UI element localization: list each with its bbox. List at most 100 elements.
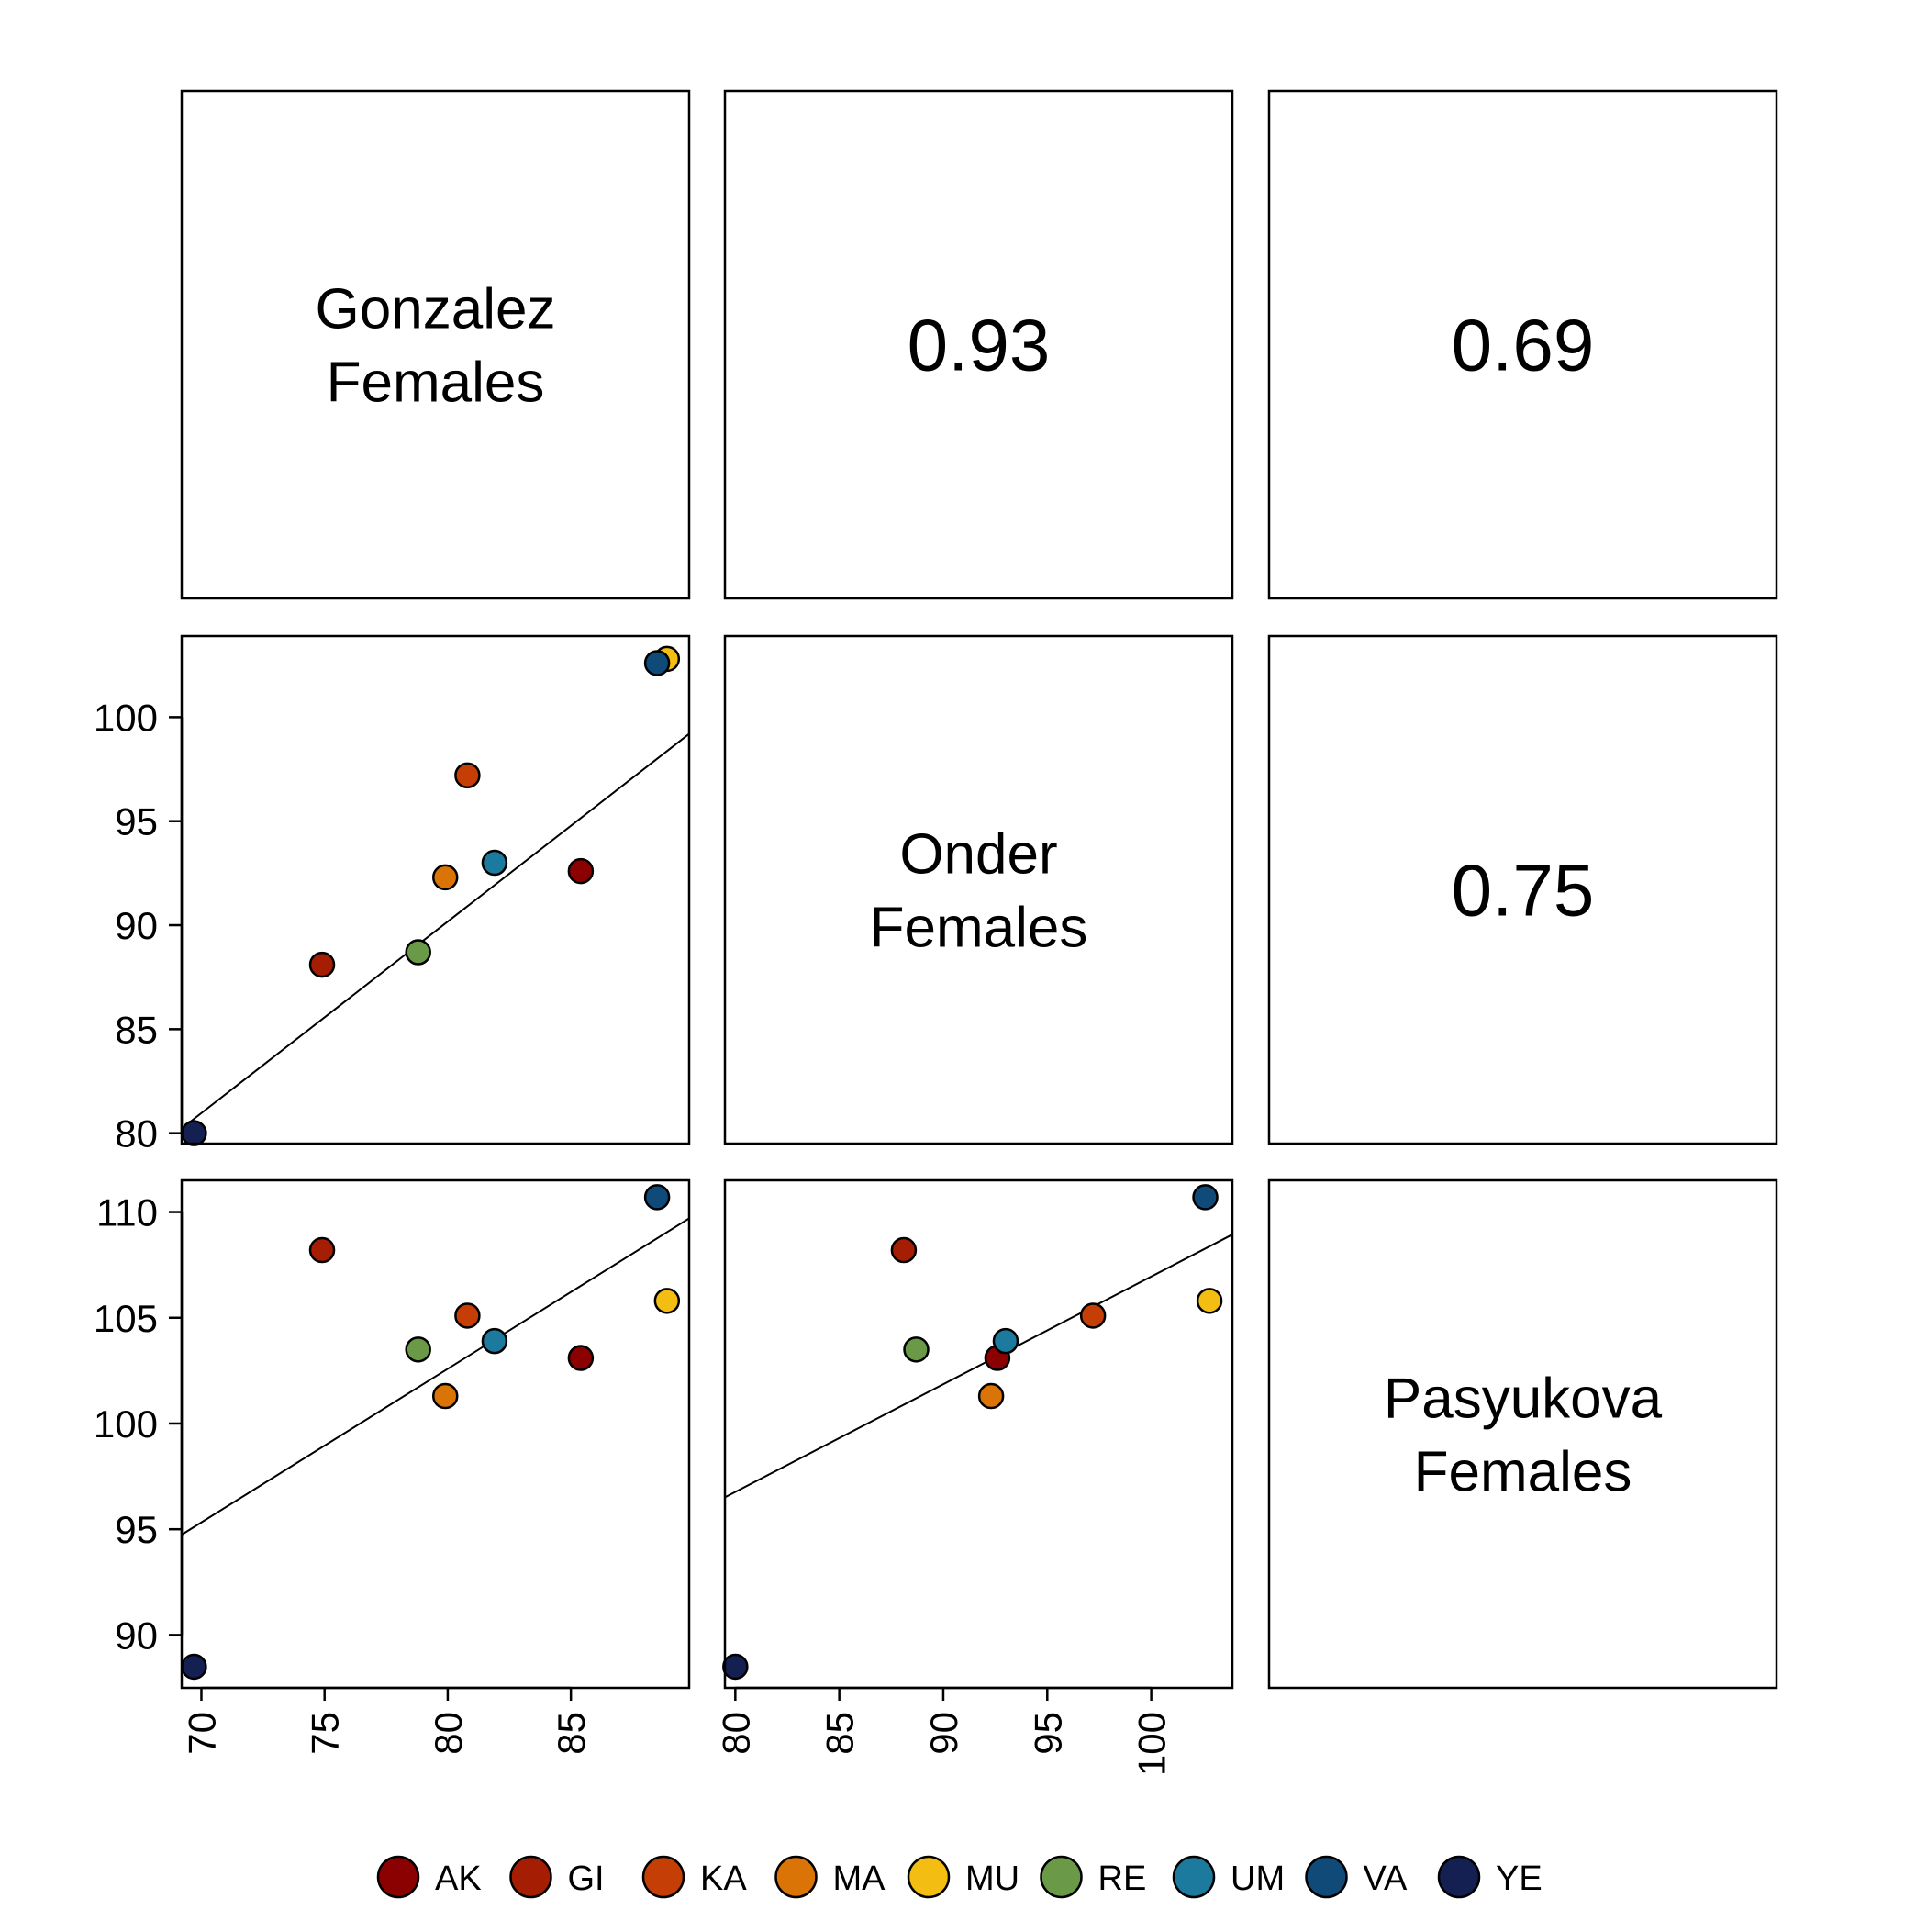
data-point-GI — [308, 1236, 336, 1264]
panel-frame — [723, 634, 1234, 1145]
legend-item-AK: AK — [376, 1855, 482, 1899]
legend-item-VA: VA — [1305, 1855, 1409, 1899]
legend-swatch — [907, 1855, 951, 1899]
panel-r1-c1: Onder Females — [723, 634, 1234, 1145]
legend-swatch — [641, 1855, 685, 1899]
fit-line — [725, 1234, 1232, 1499]
y-tick-label: 95 — [115, 1508, 158, 1551]
diagonal-label-pasyukova: Females — [1414, 1441, 1632, 1504]
data-point-RE — [903, 1336, 930, 1363]
panel-r0-c1: 0.93 — [723, 89, 1234, 600]
data-point-UM — [992, 1327, 1019, 1355]
panel-grid: Gonzalez Females 0.93 0.69 Onder Females 0.75 P… — [180, 89, 1778, 1690]
data-point-YE — [722, 1653, 749, 1681]
legend-item-UM: UM — [1172, 1855, 1285, 1899]
panel-frame — [1267, 634, 1778, 1145]
legend-label: KA — [700, 1859, 747, 1898]
data-point-UM — [481, 849, 508, 877]
data-point-AK — [567, 1345, 595, 1371]
diagonal-label-pasyukova: Pasyukova — [1384, 1368, 1663, 1431]
data-point-GI — [308, 951, 336, 978]
y-axis-pasyukova: 90 95 100 105 110 — [94, 1191, 184, 1657]
data-point-KA — [454, 1302, 481, 1329]
diagonal-label-onder: Onder — [899, 823, 1057, 887]
y-tick-label: 80 — [115, 1112, 158, 1156]
x-tick-label: 100 — [1131, 1712, 1174, 1776]
data-point-MA — [431, 864, 459, 891]
panel-frame — [180, 634, 691, 1145]
panel-r2-c0 — [180, 1178, 691, 1690]
legend: AK GI KA MA MU RE UM VA YE — [376, 1855, 1543, 1899]
x-tick-label: 85 — [550, 1712, 593, 1755]
diagonal-label-onder: Females — [870, 897, 1088, 960]
panel-r1-c2: 0.75 — [1267, 634, 1778, 1145]
fit-line — [182, 1217, 689, 1536]
data-point-UM — [481, 1327, 508, 1355]
legend-label: MA — [833, 1859, 886, 1898]
data-point-YE — [181, 1653, 207, 1681]
x-tick-label: 95 — [1026, 1712, 1069, 1755]
legend-swatch — [774, 1855, 818, 1899]
data-point-RE — [405, 939, 431, 966]
correlation-value: 0.69 — [1452, 305, 1595, 386]
legend-item-RE: RE — [1040, 1855, 1147, 1899]
legend-item-GI: GI — [509, 1855, 605, 1899]
legend-swatch — [376, 1855, 420, 1899]
data-point-VA — [1192, 1184, 1219, 1211]
x-tick-label: 80 — [714, 1712, 757, 1755]
fit-line — [182, 732, 689, 1130]
panel-r1-c0 — [180, 634, 691, 1146]
panel-r0-c0: Gonzalez Females — [180, 89, 691, 600]
legend-label: RE — [1098, 1859, 1147, 1898]
panel-frame — [1267, 1178, 1778, 1690]
diagonal-label-gonzalez: Females — [327, 352, 545, 415]
panel-frame — [723, 1178, 1234, 1690]
panel-frame — [180, 1178, 691, 1690]
axes-layer: 80 85 90 95 100 90 95 100 105 110 70 75 80 85 80 85 90 95… — [94, 696, 1174, 1776]
data-point-KA — [1079, 1302, 1107, 1329]
legend-label: GI — [568, 1859, 605, 1898]
legend-label: UM — [1231, 1859, 1285, 1898]
data-point-KA — [454, 762, 481, 789]
y-tick-label: 110 — [96, 1191, 158, 1234]
legend-item-MU: MU — [907, 1855, 1019, 1899]
data-point-YE — [181, 1120, 207, 1146]
x-tick-label: 85 — [819, 1712, 862, 1755]
legend-item-YE: YE — [1437, 1855, 1543, 1899]
y-tick-label: 90 — [115, 904, 158, 947]
panel-frame — [180, 89, 691, 600]
data-point-MA — [977, 1382, 1005, 1410]
correlation-value: 0.93 — [908, 305, 1051, 386]
legend-label: VA — [1364, 1859, 1409, 1898]
diagonal-label-gonzalez: Gonzalez — [316, 278, 556, 341]
y-tick-label: 105 — [94, 1297, 158, 1340]
data-point-VA — [643, 650, 671, 676]
y-tick-label: 90 — [115, 1614, 158, 1657]
panel-r2-c2: Pasyukova Females — [1267, 1178, 1778, 1690]
data-point-MU — [653, 1288, 681, 1314]
legend-swatch — [1172, 1855, 1216, 1899]
x-tick-label: 70 — [180, 1712, 223, 1755]
legend-swatch — [1040, 1855, 1083, 1899]
y-axis-onder: 80 85 90 95 100 — [94, 696, 184, 1156]
y-tick-label: 100 — [94, 696, 158, 739]
legend-label: AK — [435, 1859, 482, 1898]
x-tick-label: 75 — [304, 1712, 347, 1755]
y-tick-label: 100 — [94, 1402, 158, 1446]
correlation-value: 0.75 — [1452, 850, 1595, 932]
data-point-MU — [1196, 1288, 1223, 1314]
data-point-VA — [643, 1184, 671, 1211]
data-point-RE — [405, 1336, 431, 1363]
legend-swatch — [1437, 1855, 1481, 1899]
legend-label: MU — [965, 1859, 1019, 1898]
legend-swatch — [509, 1855, 552, 1899]
y-tick-label: 95 — [115, 800, 158, 843]
x-tick-label: 90 — [922, 1712, 965, 1755]
legend-swatch — [1305, 1855, 1348, 1899]
data-point-GI — [890, 1236, 918, 1264]
panel-frame — [1267, 89, 1778, 600]
x-axis-onder: 80 85 90 95 100 — [714, 1686, 1174, 1776]
legend-item-KA: KA — [641, 1855, 747, 1899]
